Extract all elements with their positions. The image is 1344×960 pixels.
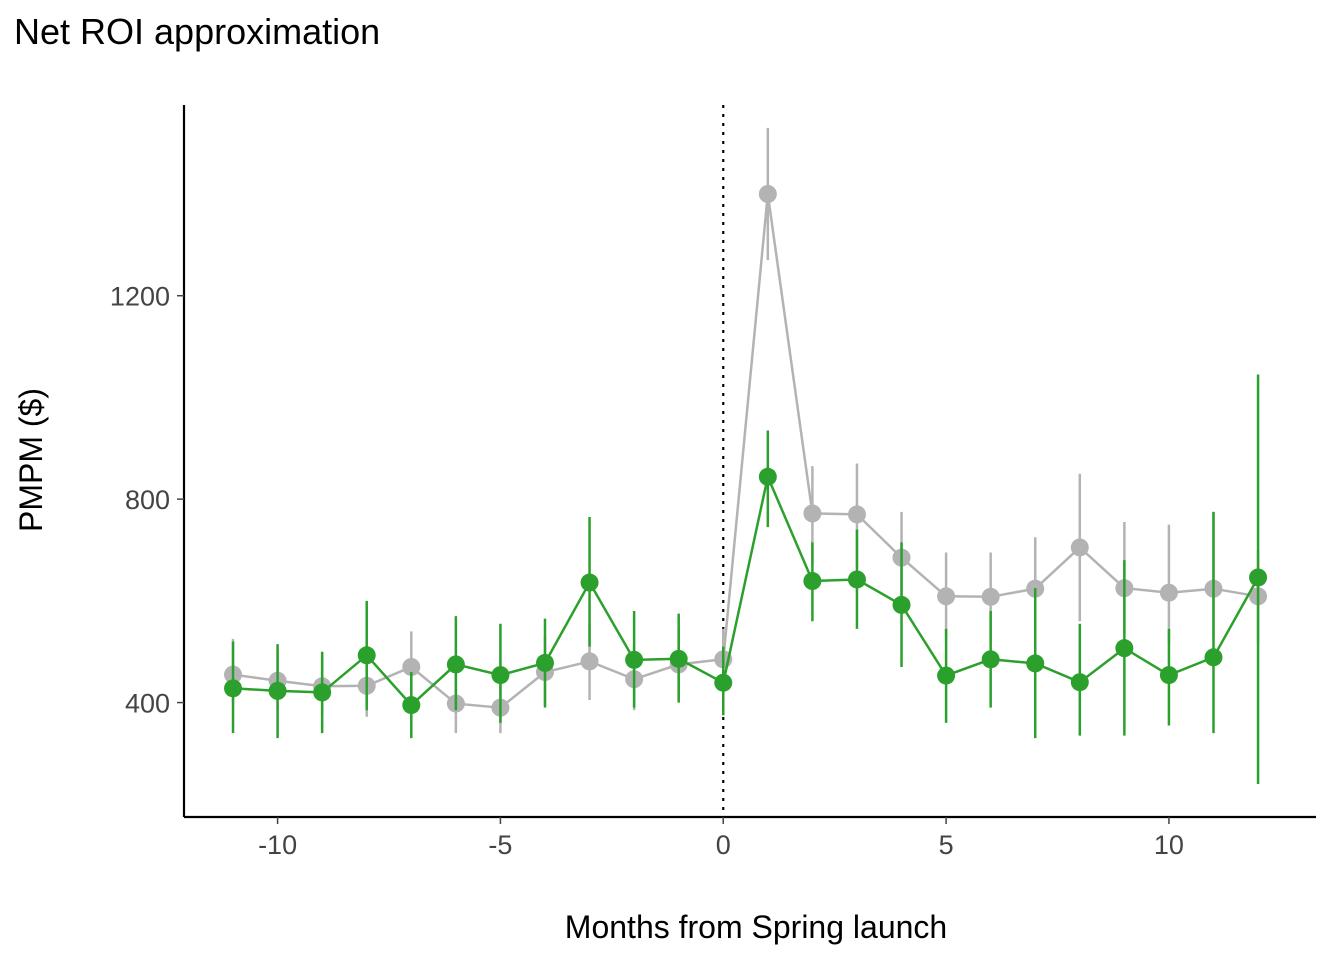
- series-1-point: [224, 679, 243, 698]
- series-1-point: [847, 570, 866, 589]
- chart-title: Net ROI approximation: [14, 11, 380, 52]
- x-tick-label: -5: [488, 830, 512, 860]
- series-1-line: [232, 472, 1260, 707]
- y-tick-label: 800: [125, 485, 170, 515]
- series-0-line: [232, 193, 1259, 709]
- series-1-point: [669, 649, 688, 668]
- series-1-point: [1115, 639, 1134, 658]
- series-1-point: [981, 650, 1000, 669]
- series-1-point: [803, 572, 822, 591]
- series-1-point: [1249, 568, 1268, 587]
- y-tick-label: 1200: [110, 282, 170, 312]
- series-0-point: [1159, 583, 1178, 602]
- series-1-point: [714, 673, 733, 692]
- series-0-point: [758, 185, 777, 203]
- series-1-point: [1070, 673, 1089, 692]
- plot-area: -10 -5 0 5 10 400 800 1200: [110, 105, 1316, 860]
- x-tick-label: 5: [939, 830, 954, 860]
- series-1-point: [937, 666, 956, 685]
- series-0-point: [402, 657, 421, 676]
- series-1-point: [580, 573, 599, 592]
- x-tick-label: 10: [1154, 830, 1184, 860]
- series-0-point: [937, 587, 956, 606]
- series-1-point: [535, 653, 554, 672]
- series-1-point: [1159, 666, 1178, 685]
- x-axis-label: Months from Spring launch: [565, 909, 947, 945]
- series-1-point: [446, 655, 465, 674]
- series-0-point: [981, 587, 1000, 606]
- series-1-point: [1026, 654, 1045, 673]
- y-axis-label: PMPM ($): [13, 388, 49, 532]
- series-0-point: [803, 504, 822, 523]
- series-1-point: [313, 683, 332, 702]
- series-1-point: [402, 696, 421, 715]
- series-1-point: [892, 595, 911, 614]
- series-0-point: [580, 652, 599, 671]
- series-1-point: [357, 646, 376, 665]
- series-0-point: [847, 505, 866, 524]
- series-1-point: [625, 650, 644, 669]
- series-1-point: [268, 681, 287, 700]
- x-tick-label: 0: [716, 830, 731, 860]
- series-0-point: [1070, 538, 1089, 557]
- series-1-point: [1204, 648, 1223, 667]
- series-1-point: [491, 666, 510, 685]
- y-tick-label: 400: [125, 689, 170, 719]
- x-tick-label: -10: [258, 830, 297, 860]
- series-1-point: [758, 467, 777, 486]
